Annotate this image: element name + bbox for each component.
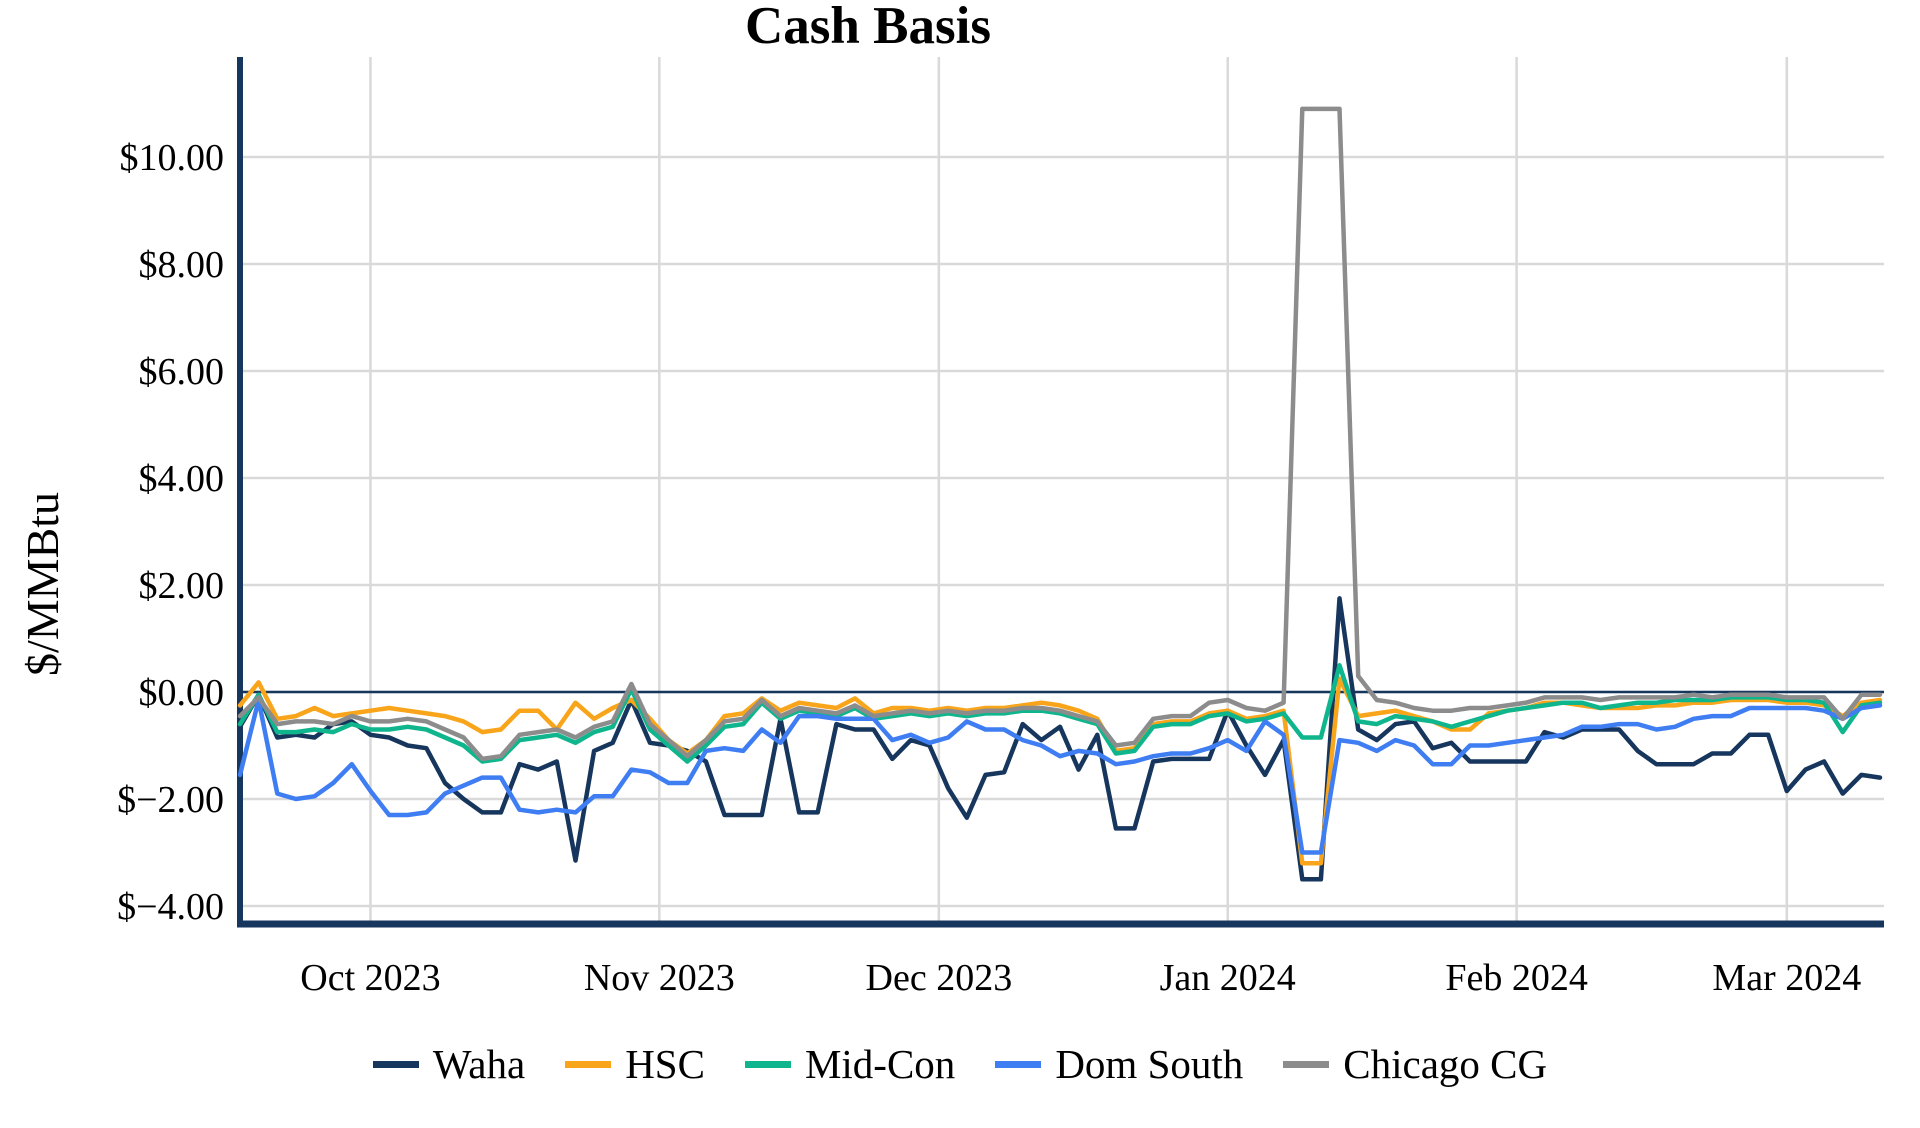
legend-item-dom-south: Dom South bbox=[995, 1040, 1243, 1088]
y-tick-label: $8.00 bbox=[139, 244, 225, 286]
series-line-mid-con bbox=[237, 663, 1883, 764]
chart-title: Cash Basis bbox=[745, 0, 991, 55]
y-tick-label: $−4.00 bbox=[117, 886, 224, 928]
series-line-hsc bbox=[237, 676, 1883, 866]
y-tick-label: $0.00 bbox=[139, 672, 225, 714]
series-line-dom-south bbox=[237, 697, 1883, 855]
x-tick-label: Mar 2024 bbox=[1712, 957, 1861, 999]
x-tick-label: Nov 2023 bbox=[584, 957, 735, 999]
y-tick-label: $−2.00 bbox=[117, 779, 224, 821]
legend-label: HSC bbox=[625, 1041, 705, 1087]
legend-item-waha: Waha bbox=[372, 1040, 526, 1088]
chart-legend: Waha HSC Mid-Con Dom South Chicago CG bbox=[0, 1040, 1920, 1088]
x-tick-label: Feb 2024 bbox=[1445, 957, 1588, 999]
x-tick-label: Dec 2023 bbox=[866, 957, 1013, 999]
y-tick-label: $2.00 bbox=[139, 565, 225, 607]
legend-label: Mid-Con bbox=[804, 1041, 956, 1087]
legend-item-mid-con: Mid-Con bbox=[744, 1040, 956, 1088]
legend-label: Chicago CG bbox=[1343, 1041, 1548, 1087]
legend-swatch bbox=[1283, 1060, 1330, 1068]
legend-swatch bbox=[372, 1060, 419, 1068]
x-tick-label: Jan 2024 bbox=[1160, 957, 1296, 999]
series-line-chicago-cg bbox=[237, 106, 1883, 762]
y-tick-label: $10.00 bbox=[120, 137, 225, 179]
legend-swatch bbox=[744, 1060, 791, 1068]
legend-swatch bbox=[565, 1060, 612, 1068]
x-tick-label: Oct 2023 bbox=[300, 957, 440, 999]
legend-item-chicago-cg: Chicago CG bbox=[1283, 1040, 1547, 1088]
y-tick-label: $6.00 bbox=[139, 351, 225, 393]
legend-label: Dom South bbox=[1055, 1041, 1244, 1087]
legend-swatch bbox=[995, 1060, 1042, 1068]
legend-item-hsc: HSC bbox=[565, 1040, 705, 1088]
series-line-waha bbox=[237, 596, 1883, 882]
legend-label: Waha bbox=[432, 1041, 526, 1087]
y-tick-label: $4.00 bbox=[139, 458, 225, 500]
